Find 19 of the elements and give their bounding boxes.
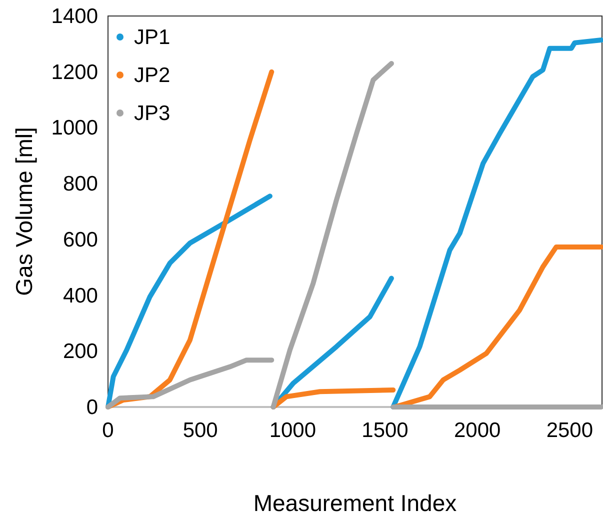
- legend-label: JP3: [134, 102, 170, 125]
- y-tick-label: 1200: [51, 60, 98, 84]
- y-tick-label: 600: [62, 228, 98, 252]
- x-axis-title: Measurement Index: [253, 490, 458, 516]
- y-tick-label: 200: [62, 340, 98, 364]
- y-tick-label: 400: [62, 284, 98, 308]
- x-tick-label: 0: [102, 419, 114, 442]
- y-tick-label: 1400: [51, 5, 98, 28]
- y-tick-label: 800: [62, 172, 98, 196]
- legend-label: JP2: [134, 64, 170, 87]
- x-tick-label: 2000: [454, 419, 501, 442]
- y-axis-title: Gas Volume [ml]: [11, 127, 37, 296]
- x-tick-label: 500: [182, 419, 218, 442]
- y-tick-label: 1000: [51, 116, 98, 140]
- y-tick-label: 0: [86, 396, 98, 419]
- x-tick-label: 1500: [362, 419, 408, 442]
- x-tick-label: 1000: [269, 419, 316, 442]
- legend-label: JP1: [134, 26, 170, 49]
- x-tick-label: 2500: [546, 419, 594, 442]
